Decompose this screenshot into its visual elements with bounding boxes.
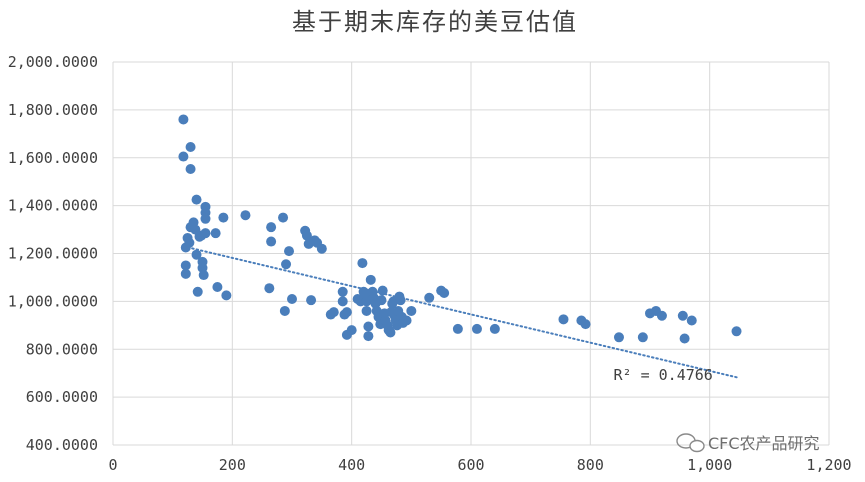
data-point [346, 325, 357, 336]
data-point [266, 236, 277, 247]
y-tick-label: 1,000.0000 [8, 292, 98, 310]
data-point [264, 283, 275, 294]
data-point [191, 194, 202, 205]
data-point [337, 286, 348, 297]
data-point [341, 307, 352, 318]
data-point [191, 249, 202, 260]
data-point [656, 310, 667, 321]
y-tick-label: 600.0000 [26, 388, 98, 406]
x-tick-label: 400 [338, 456, 365, 474]
data-point [489, 323, 500, 334]
data-point [471, 323, 482, 334]
data-point [376, 295, 387, 306]
data-point [200, 228, 211, 239]
data-point [279, 305, 290, 316]
x-axis-tick-labels: 0 200 400 600 800 1,000 1,200 [108, 456, 851, 474]
data-point [180, 268, 191, 279]
data-point [180, 260, 191, 271]
data-point [178, 114, 189, 125]
x-tick-label: 1,200 [806, 456, 851, 474]
data-point [198, 270, 209, 281]
data-point [365, 274, 376, 285]
data-point [281, 259, 292, 270]
data-point [185, 141, 196, 152]
y-tick-label: 400.0000 [26, 436, 98, 454]
x-tick-label: 800 [577, 456, 604, 474]
data-point [212, 282, 223, 293]
data-point [637, 332, 648, 343]
y-tick-label: 1,200.0000 [8, 245, 98, 263]
data-point [278, 212, 289, 223]
x-tick-label: 600 [457, 456, 484, 474]
y-tick-label: 1,800.0000 [8, 101, 98, 119]
x-gridlines [112, 62, 830, 445]
data-point [406, 305, 417, 316]
data-point [686, 315, 697, 326]
data-point [221, 290, 232, 301]
data-point [677, 310, 688, 321]
data-point [424, 292, 435, 303]
data-point [363, 321, 374, 332]
trendline [182, 245, 741, 379]
x-tick-label: 1,000 [687, 456, 732, 474]
data-point [357, 258, 368, 269]
data-point [306, 295, 317, 306]
y-tick-label: 1,600.0000 [8, 149, 98, 167]
data-point [613, 332, 624, 343]
data-point [385, 327, 396, 338]
data-point [185, 164, 196, 175]
data-point [361, 305, 372, 316]
chat-bubble-icon [676, 433, 705, 453]
chart-title: 基于期末库存的美豆估值 [292, 8, 578, 36]
data-point [328, 307, 339, 318]
data-point [287, 293, 297, 304]
y-tick-label: 800.0000 [26, 340, 98, 358]
data-point [192, 286, 203, 297]
data-point [452, 323, 463, 334]
data-point [731, 326, 742, 337]
data-point [178, 151, 189, 162]
watermark-text: CFC农产品研究 [708, 434, 820, 453]
watermark: CFC农产品研究 [676, 433, 820, 453]
data-point [210, 228, 221, 239]
data-point [184, 237, 195, 248]
y-axis-tick-labels: 400.0000 600.0000 800.0000 1,000.0000 1,200.… [8, 53, 98, 454]
data-point [558, 314, 569, 325]
x-tick-label: 200 [219, 456, 246, 474]
y-tick-label: 2,000.0000 [8, 53, 98, 71]
data-point [266, 222, 277, 233]
data-point [218, 212, 229, 223]
scatter-points [178, 114, 742, 344]
data-point [580, 319, 591, 330]
y-tick-label: 1,400.0000 [8, 197, 98, 215]
r-squared-label: R² = 0.4766 [614, 366, 713, 384]
data-point [301, 230, 312, 241]
data-point [316, 243, 327, 254]
data-point [439, 287, 450, 298]
data-point [401, 315, 412, 326]
data-point [363, 331, 374, 342]
data-point [284, 246, 295, 257]
data-point [337, 296, 348, 307]
data-point [200, 213, 211, 224]
data-point [679, 333, 690, 344]
x-tick-label: 0 [108, 456, 117, 474]
data-point [240, 210, 251, 221]
